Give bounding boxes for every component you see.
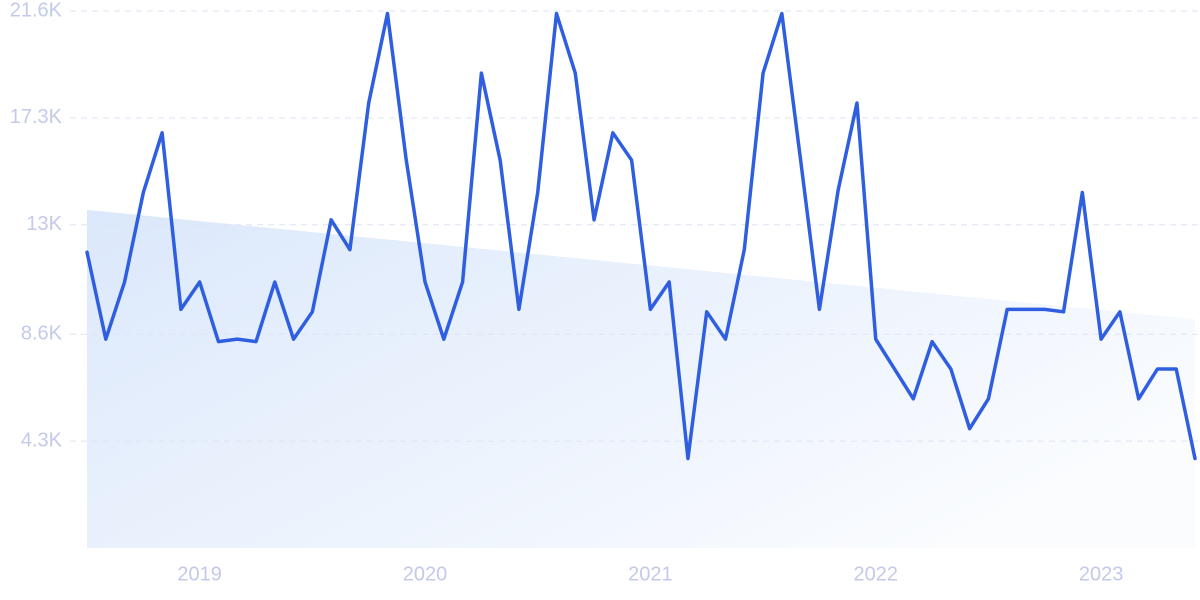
y-tick-label: 13K <box>26 213 62 235</box>
x-tick-label: 2019 <box>177 563 222 585</box>
x-tick-label: 2023 <box>1079 563 1124 585</box>
x-tick-label: 2021 <box>628 563 673 585</box>
trend-area <box>87 209 1195 548</box>
data-line <box>85 11 1197 461</box>
y-tick-label: 4.3K <box>21 429 63 451</box>
y-tick-label: 8.6K <box>21 322 63 344</box>
x-tick-label: 2020 <box>403 563 448 585</box>
y-tick-label: 21.6K <box>10 0 63 21</box>
x-tick-label: 2022 <box>853 563 898 585</box>
y-tick-label: 17.3K <box>10 106 63 128</box>
